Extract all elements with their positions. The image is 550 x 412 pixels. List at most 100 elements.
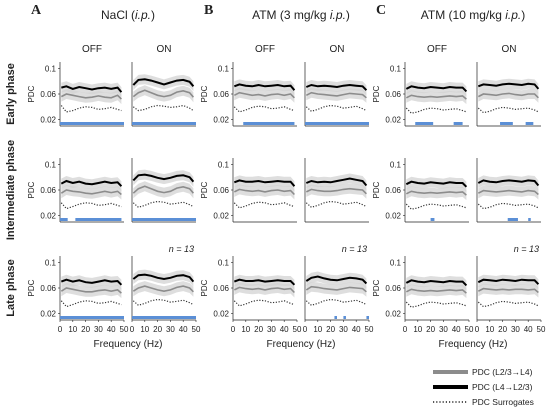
- column-title-text: ATM (3 mg/kg: [252, 8, 330, 22]
- row-label-2: Late phase: [5, 259, 17, 316]
- ylabel-pdc: PDC: [27, 85, 36, 102]
- xtick-label: 10: [241, 325, 250, 334]
- xtick-label: 50: [465, 325, 474, 334]
- confidence-band: [478, 88, 539, 103]
- series-surrogates: [60, 105, 122, 113]
- panel-1-2: [232, 158, 297, 223]
- significance-bar: [243, 122, 295, 125]
- xtick-label: 0: [58, 325, 63, 334]
- column-title-italic: i.p.: [330, 8, 346, 22]
- ytick-label: 0.02: [40, 212, 56, 221]
- series-surrogates: [305, 104, 367, 112]
- column-title-end: ): [151, 8, 155, 22]
- column-title-italic: i.p.: [505, 8, 521, 22]
- xtick-label: 30: [267, 325, 276, 334]
- column-title-c: ATM (10 mg/kg i.p.): [421, 8, 525, 22]
- significance-bar: [366, 316, 369, 319]
- ytick-label: 0.02: [385, 310, 401, 319]
- condition-label-off: OFF: [82, 44, 102, 55]
- panel-2-2: [232, 256, 297, 321]
- significance-bar: [525, 122, 534, 125]
- panel-0-0: [59, 62, 124, 127]
- ytick-label: 0.02: [385, 116, 401, 125]
- condition-label-on: ON: [502, 44, 517, 55]
- series-l4-l23: [477, 179, 540, 187]
- column-title-text: ATM (10 mg/kg: [421, 8, 505, 22]
- xtick-label: 20: [81, 325, 90, 334]
- series-l23-l4: [132, 89, 195, 98]
- condition-label-on: ON: [330, 44, 345, 55]
- ytick-label: 0.1: [218, 258, 230, 267]
- xtick-label: 30: [339, 325, 348, 334]
- series-surrogates: [305, 200, 367, 208]
- ytick-label: 0.06: [385, 90, 401, 99]
- significance-bar: [500, 122, 513, 125]
- panel-0-3: [304, 62, 369, 127]
- xtick-label: 10: [140, 325, 149, 334]
- condition-label-off: OFF: [255, 44, 275, 55]
- ytick-label: 0.06: [213, 284, 229, 293]
- series-l4-l23: [405, 85, 468, 93]
- ytick-label: 0.02: [213, 212, 229, 221]
- ytick-label: 0.02: [213, 116, 229, 125]
- column-title-italic: i.p.: [135, 8, 151, 22]
- series-surrogates: [132, 298, 194, 306]
- ytick-label: 0.1: [45, 160, 57, 169]
- significance-bar: [528, 218, 531, 221]
- series-surrogates: [132, 200, 194, 208]
- ytick-label: 0.06: [385, 186, 401, 195]
- ytick-label: 0.1: [45, 64, 57, 73]
- significance-bar: [75, 218, 122, 221]
- series-l23-l4: [477, 189, 539, 196]
- panel-letter-c: C: [376, 3, 386, 18]
- series-l23-l4: [233, 188, 295, 196]
- ytick-label: 0.06: [213, 90, 229, 99]
- confidence-band: [133, 281, 194, 297]
- xtick-label: 50: [120, 325, 129, 334]
- series-surrogates: [132, 104, 194, 112]
- ylabel-pdc: PDC: [200, 181, 209, 198]
- series-l4-l23: [233, 278, 296, 286]
- series-l23-l4: [132, 185, 195, 194]
- xtick-label: 10: [485, 325, 494, 334]
- panel-letter-a: A: [31, 3, 42, 18]
- series-l4-l23: [60, 179, 123, 187]
- xtick-label: 0: [475, 325, 480, 334]
- xtick-label: 40: [107, 325, 116, 334]
- ytick-label: 0.1: [218, 160, 230, 169]
- series-surrogates: [60, 300, 122, 308]
- ylabel-pdc: PDC: [200, 85, 209, 102]
- significance-bar: [334, 316, 337, 319]
- ytick-label: 0.1: [390, 64, 402, 73]
- panel-letter-b: B: [204, 3, 213, 18]
- ylabel-pdc: PDC: [27, 181, 36, 198]
- significance-bar: [132, 218, 196, 221]
- xtick-label: 30: [511, 325, 520, 334]
- ylabel-pdc: PDC: [27, 279, 36, 296]
- panel-1-3: [304, 158, 369, 223]
- xtick-label: 0: [403, 325, 408, 334]
- row-label-1: Intermediate phase: [5, 140, 17, 240]
- n-label: n = 13: [342, 244, 367, 254]
- confidence-band: [234, 175, 295, 192]
- figure-plots-layer: [59, 62, 541, 321]
- ytick-label: 0.02: [213, 310, 229, 319]
- series-surrogates: [477, 300, 539, 308]
- xlabel-frequency: Frequency (Hz): [94, 339, 163, 350]
- confidence-band: [234, 79, 295, 96]
- series-l4-l23: [132, 78, 195, 87]
- ylabel-pdc: PDC: [372, 85, 381, 102]
- panel-1-0: [59, 158, 124, 223]
- series-l4-l23: [405, 180, 468, 188]
- xtick-label: 20: [254, 325, 263, 334]
- series-l4-l23: [477, 278, 540, 285]
- panel-1-4: [404, 158, 469, 223]
- legend-label: PDC Surrogates: [472, 397, 534, 407]
- panel-1-1: [131, 158, 196, 223]
- panel-2-3: [304, 256, 369, 321]
- significance-bar: [430, 218, 435, 221]
- legend-label: PDC (L4→L2/3): [472, 382, 533, 392]
- xtick-label: 30: [166, 325, 175, 334]
- significance-bar: [343, 316, 346, 319]
- condition-label-off: OFF: [427, 44, 447, 55]
